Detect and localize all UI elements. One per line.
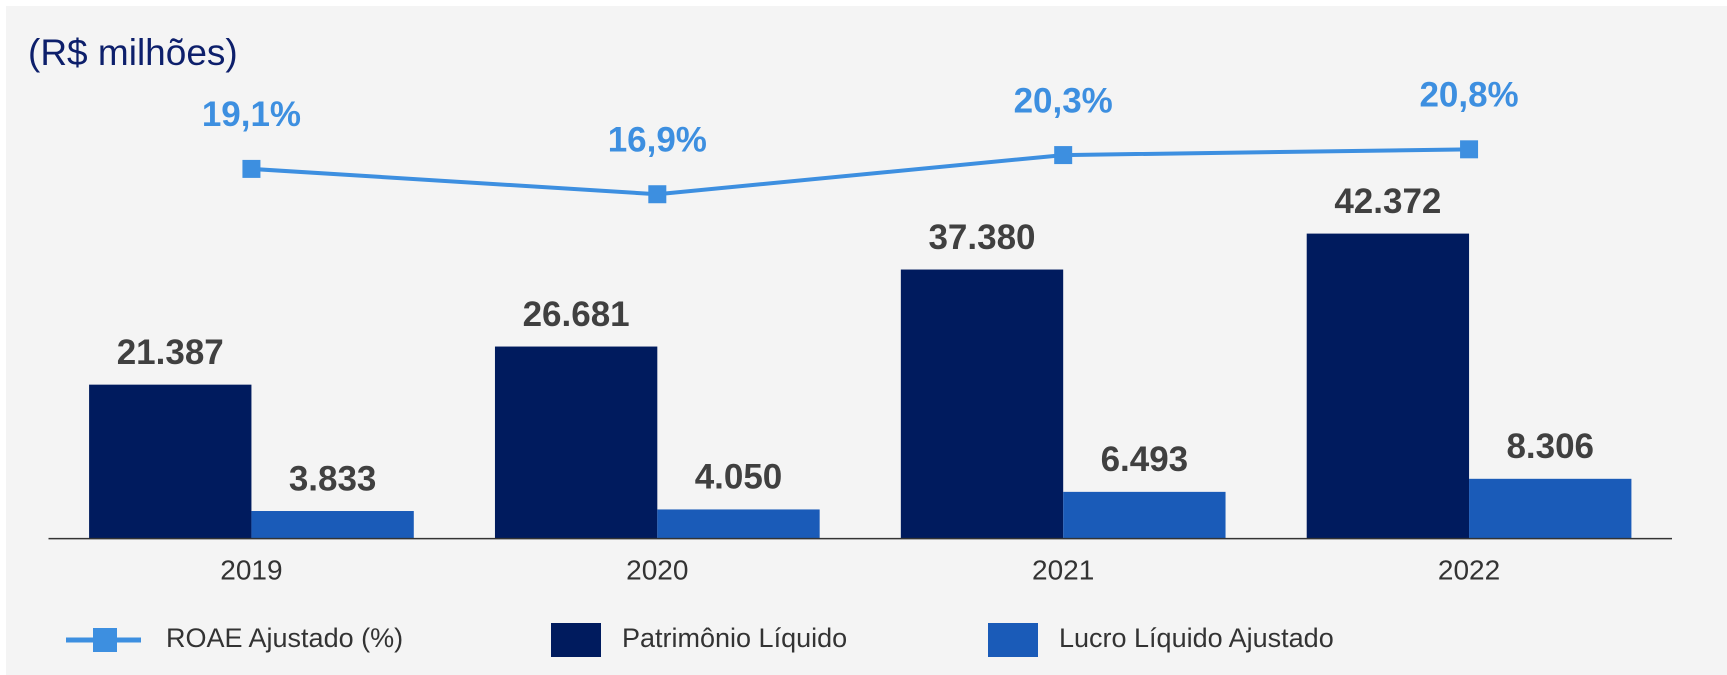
data-label: 8.306 [1506, 427, 1594, 466]
data-label: 42.372 [1334, 182, 1441, 221]
bar [494, 346, 658, 539]
x-tick-label: 2021 [1032, 554, 1094, 585]
x-tick-label: 2019 [220, 554, 282, 585]
line-marker [242, 159, 261, 178]
chart-title: (R$ milhões) [28, 32, 238, 73]
x-tick-label: 2020 [626, 554, 688, 585]
data-label: 20,8% [1419, 76, 1518, 115]
line-marker [1460, 140, 1479, 159]
legend-swatch [988, 623, 1038, 657]
x-tick-label: 2022 [1438, 554, 1500, 585]
legend-marker [93, 628, 117, 652]
bar [1306, 233, 1470, 539]
data-label: 19,1% [202, 95, 301, 134]
data-label: 37.380 [928, 218, 1035, 257]
line-marker [648, 185, 667, 204]
data-label: 3.833 [289, 459, 377, 498]
bar [1469, 478, 1632, 539]
data-label: 20,3% [1014, 81, 1113, 120]
legend-label: Lucro Líquido Ajustado [1059, 623, 1334, 653]
bar [89, 384, 252, 539]
data-label: 26.681 [523, 295, 630, 334]
data-label: 16,9% [608, 120, 707, 159]
bar [900, 269, 1064, 539]
bar [1063, 491, 1226, 539]
data-label: 4.050 [695, 458, 783, 497]
data-label: 6.493 [1101, 440, 1189, 479]
bar [657, 509, 820, 539]
legend-swatch [551, 623, 601, 657]
line [251, 147, 1470, 197]
legend-label: ROAE Ajustado (%) [166, 623, 403, 653]
bar [251, 511, 414, 539]
legend-label: Patrimônio Líquido [622, 623, 847, 653]
data-label: 21.387 [117, 333, 224, 372]
line-marker [1054, 146, 1073, 165]
